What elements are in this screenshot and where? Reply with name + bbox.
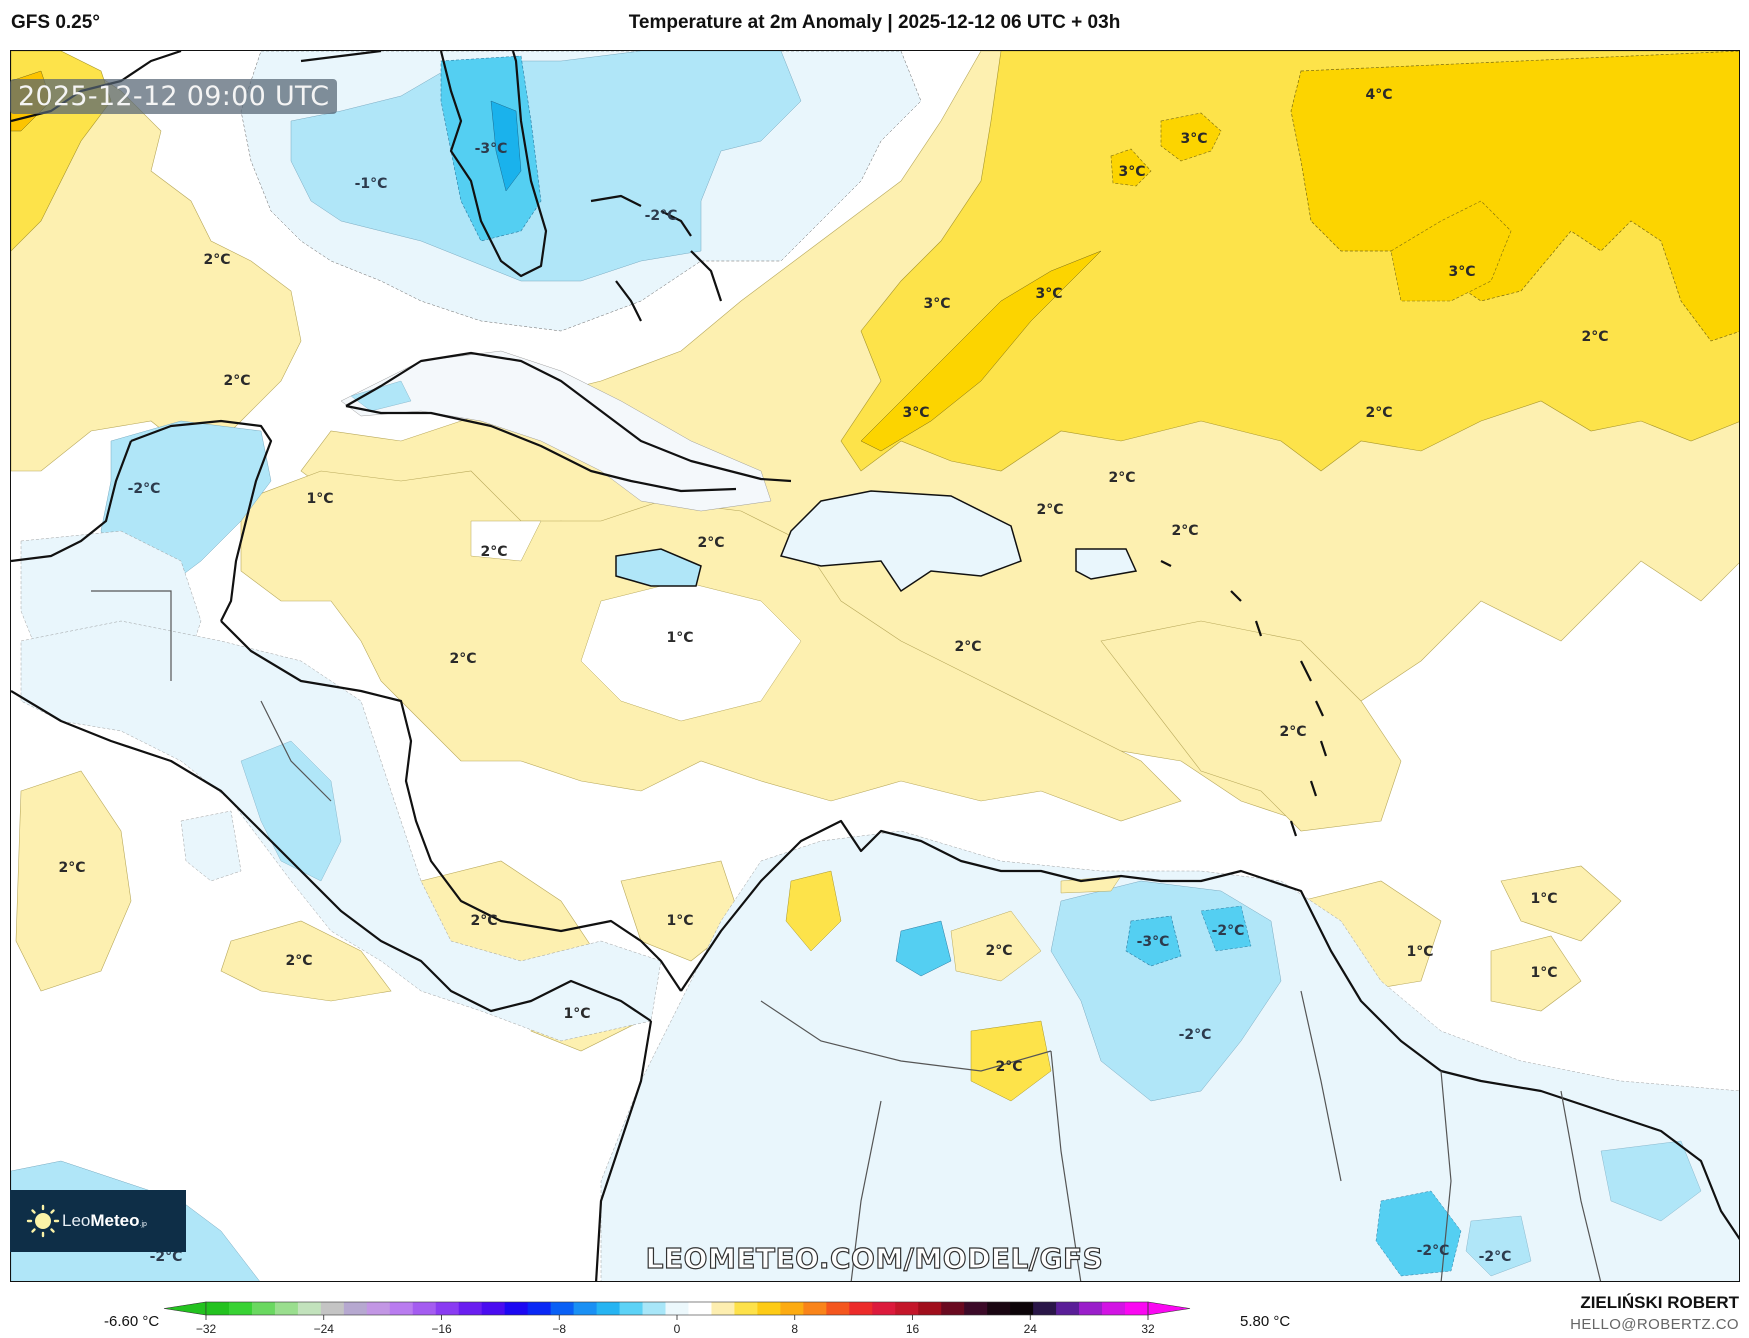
map-title: Temperature at 2m Anomaly | 2025-12-12 0… [628, 12, 1121, 33]
contour-label: -2°C [127, 481, 161, 497]
contour-label: 3°C [902, 405, 930, 421]
colorbar-tick-label: 24 [1024, 1322, 1038, 1336]
contour-label: -3°C [474, 141, 508, 157]
contour-label: -2°C [1416, 1243, 1450, 1259]
colorbar-tick-label: −16 [431, 1322, 452, 1336]
contour-label: 3°C [1118, 164, 1146, 180]
colorbar-tick-label: 8 [791, 1322, 798, 1336]
contour-label: 2°C [223, 373, 251, 389]
contour-label: 2°C [1279, 724, 1307, 740]
contour-label: -2°C [1178, 1027, 1212, 1043]
contour-label: 2°C [1171, 523, 1199, 539]
valid-time-badge: 2025-12-12 09:00 UTC [10, 79, 338, 114]
contour-label: 2°C [1365, 405, 1393, 421]
contour-label: 2°C [449, 651, 477, 667]
colorbar-tick-label: −32 [196, 1322, 217, 1336]
contour-label: 2°C [697, 535, 725, 551]
source-watermark: LEOMETEO.COM/MODEL/GFS [645, 1241, 1104, 1275]
contour-label: 1°C [1530, 891, 1558, 907]
colorbar: −32 −24 −16 −8 0 8 16 24 32 [163, 1301, 1191, 1336]
contour-label: -2°C [149, 1249, 183, 1265]
contour-label: 1°C [1530, 965, 1558, 981]
contour-label: 2°C [985, 943, 1013, 959]
contour-label: 2°C [995, 1059, 1023, 1075]
anomaly-field [11, 51, 1739, 1281]
contour-label: 1°C [666, 630, 694, 646]
contour-label: 3°C [923, 296, 951, 312]
contour-label: 3°C [1035, 286, 1063, 302]
contour-label: 1°C [563, 1006, 591, 1022]
colorbar-tick-label: 32 [1141, 1322, 1155, 1336]
colorbar-tick-label: 0 [674, 1322, 681, 1336]
contour-label: 2°C [1581, 329, 1609, 345]
model-name: GFS 0.25° [11, 12, 100, 33]
contour-label: 3°C [1448, 264, 1476, 280]
contour-label: -2°C [644, 208, 678, 224]
colorbar-min-label: -6.60 °C [104, 1313, 160, 1330]
author-email[interactable]: HELLO@ROBERTZ.CO [1570, 1316, 1739, 1333]
map-panel[interactable]: -3°C -1°C -2°C 2°C 2°C -2°C 1°C 2°C 2°C 1°C 2°C 4°C… [10, 50, 1740, 1282]
contour-label: 2°C [203, 252, 231, 268]
colorbar-tick-label: −8 [552, 1322, 566, 1336]
author-name: ZIELIŃSKI ROBERT [1580, 1293, 1739, 1312]
contour-label: 2°C [480, 544, 508, 560]
contour-label: 2°C [470, 913, 498, 929]
contour-label: 2°C [1108, 470, 1136, 486]
contour-label: 1°C [306, 491, 334, 507]
contour-label: 1°C [666, 913, 694, 929]
colorbar-max-label: 5.80 °C [1240, 1313, 1291, 1330]
contour-label: -2°C [1478, 1249, 1512, 1265]
colorbar-tick-label: −24 [314, 1322, 335, 1336]
contour-label: 2°C [1036, 502, 1064, 518]
contour-label: 3°C [1180, 131, 1208, 147]
contour-label: 2°C [285, 953, 313, 969]
contour-label: 4°C [1365, 87, 1393, 103]
contour-label: 2°C [58, 860, 86, 876]
contour-label: -1°C [354, 176, 388, 192]
logo-wordmark: LeoMeteo.jp [62, 1211, 147, 1230]
leometeo-logo[interactable]: LeoMeteo.jp [10, 1190, 186, 1252]
contour-label: -2°C [1211, 923, 1245, 939]
contour-label: -3°C [1136, 934, 1170, 950]
contour-label: 1°C [1406, 944, 1434, 960]
colorbar-tick-label: 16 [906, 1322, 920, 1336]
contour-label: 2°C [954, 639, 982, 655]
sun-icon [26, 1204, 60, 1238]
